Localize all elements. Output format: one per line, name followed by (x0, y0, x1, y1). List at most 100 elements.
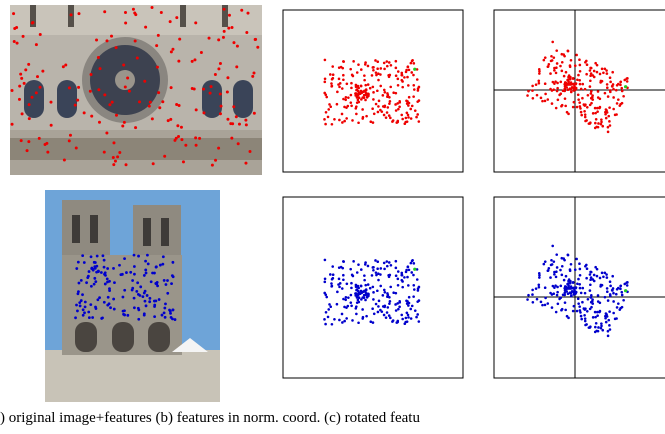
feature-point (413, 109, 417, 112)
feature-point (177, 104, 181, 108)
feature-point (24, 68, 28, 72)
feature-point (416, 289, 420, 292)
feature-point (595, 274, 599, 278)
feature-point (213, 73, 217, 77)
feature-point (398, 99, 401, 103)
feature-point (384, 116, 388, 119)
feature-point (415, 68, 419, 71)
feature-point (398, 105, 401, 109)
feature-point (608, 280, 612, 284)
feature-point (589, 92, 593, 95)
feature-point (415, 278, 419, 281)
feature-point (383, 67, 386, 71)
feature-point (611, 83, 615, 86)
feature-point (585, 263, 588, 267)
feature-point (27, 103, 31, 107)
feature-point (103, 93, 107, 97)
feature-point (227, 26, 231, 30)
feature-point (364, 61, 367, 64)
feature-point (386, 306, 390, 309)
feature-point (587, 122, 591, 125)
feature-point (394, 309, 398, 312)
feature-point (585, 119, 588, 122)
feature-point (38, 32, 42, 36)
feature-point (20, 76, 24, 80)
feature-point (27, 140, 31, 144)
feature-point (560, 104, 563, 108)
feature-point (337, 77, 341, 81)
feature-point (394, 91, 398, 95)
feature-point (376, 60, 380, 63)
feature-point (589, 296, 593, 299)
feature-point (337, 266, 341, 269)
feature-point (89, 72, 93, 76)
feature-point (343, 119, 346, 123)
feature-point (410, 271, 414, 274)
feature-point (577, 98, 580, 101)
feature-point (329, 73, 332, 76)
feature-point (345, 282, 349, 286)
feature-point (132, 296, 136, 300)
feature-point (135, 289, 139, 293)
feature-point (612, 291, 615, 295)
feature-point (74, 146, 78, 150)
feature-point (395, 121, 399, 124)
feature-point (323, 77, 327, 81)
feature-point (178, 37, 182, 41)
feature-point (596, 110, 599, 113)
feature-point (49, 100, 53, 104)
feature-point (126, 313, 130, 317)
feature-point (603, 91, 607, 95)
feature-point (154, 265, 158, 269)
feature-point (382, 61, 386, 65)
feature-point (164, 302, 167, 306)
feature-point (387, 74, 390, 77)
feature-point (608, 310, 611, 313)
feature-point (360, 91, 363, 95)
feature-point (572, 293, 576, 296)
feature-point (538, 273, 541, 277)
feature-point (81, 254, 85, 258)
feature-point (400, 271, 404, 275)
feature-point (527, 89, 530, 93)
feature-point (123, 288, 127, 292)
feature-point (169, 311, 172, 315)
feature-point (385, 111, 389, 114)
feature-point (234, 115, 238, 119)
feature-point (623, 282, 627, 286)
feature-point (585, 276, 588, 280)
feature-point (382, 113, 386, 117)
feature-point (386, 93, 390, 97)
feature-point (409, 261, 413, 265)
feature-point (91, 316, 95, 319)
feature-point (144, 259, 147, 263)
feature-point (409, 61, 413, 65)
feature-point (27, 117, 31, 121)
figure-caption: ) original image+features (b) features i… (0, 410, 420, 426)
feature-point (349, 101, 353, 104)
feature-point (594, 325, 597, 329)
feature-point (534, 287, 538, 290)
feature-point (563, 87, 567, 91)
feature-point (400, 71, 404, 75)
feature-point (537, 283, 541, 287)
feature-point (563, 301, 567, 304)
feature-point (594, 111, 597, 115)
feature-point (382, 261, 386, 265)
feature-point (381, 294, 385, 297)
feature-point (559, 92, 563, 96)
feature-point (344, 98, 347, 102)
feature-point (581, 82, 585, 86)
feature-point (607, 318, 611, 322)
feature-point (585, 267, 589, 271)
feature-point (575, 53, 578, 57)
feature-point (543, 82, 547, 85)
feature-point (602, 71, 605, 75)
feature-point (554, 80, 557, 83)
feature-point (564, 104, 567, 108)
feature-point (371, 85, 375, 89)
feature-point (568, 269, 572, 273)
feature-point (605, 313, 608, 316)
feature-point (226, 76, 230, 80)
feature-point (617, 302, 620, 305)
